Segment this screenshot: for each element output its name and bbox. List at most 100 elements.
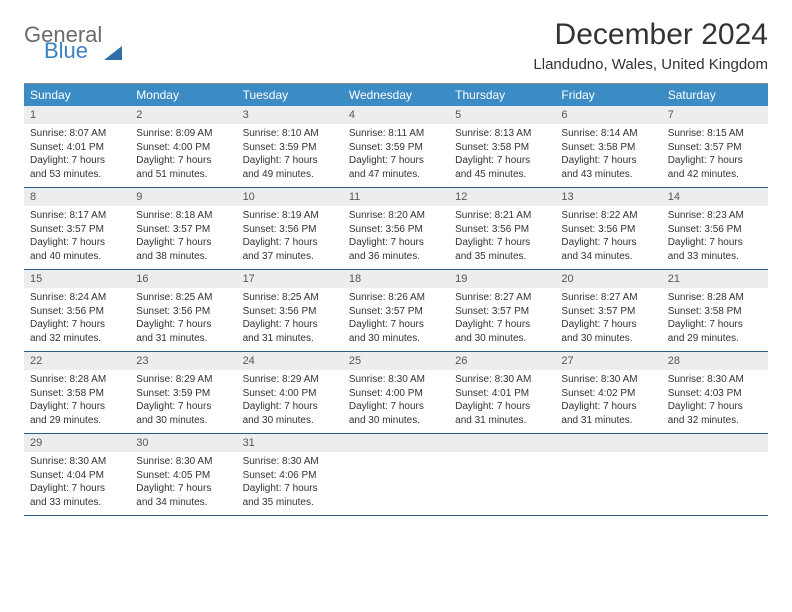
day-number: 18 xyxy=(343,270,449,288)
day-number: 12 xyxy=(449,188,555,206)
day-details: Sunrise: 8:27 AMSunset: 3:57 PMDaylight:… xyxy=(449,288,555,351)
day-details: Sunrise: 8:22 AMSunset: 3:56 PMDaylight:… xyxy=(555,206,661,269)
day-number: 27 xyxy=(555,352,661,370)
day-number: 25 xyxy=(343,352,449,370)
day-number: 8 xyxy=(24,188,130,206)
weekday-header-row: SundayMondayTuesdayWednesdayThursdayFrid… xyxy=(24,84,768,106)
day-number: 20 xyxy=(555,270,661,288)
day-cell: 26Sunrise: 8:30 AMSunset: 4:01 PMDayligh… xyxy=(449,352,555,433)
day-number: 24 xyxy=(237,352,343,370)
weekday-wednesday: Wednesday xyxy=(343,84,449,106)
day-details: Sunrise: 8:25 AMSunset: 3:56 PMDaylight:… xyxy=(130,288,236,351)
day-cell: 13Sunrise: 8:22 AMSunset: 3:56 PMDayligh… xyxy=(555,188,661,269)
weekday-sunday: Sunday xyxy=(24,84,130,106)
day-number: 3 xyxy=(237,106,343,124)
day-details: Sunrise: 8:19 AMSunset: 3:56 PMDaylight:… xyxy=(237,206,343,269)
logo: General Blue xyxy=(24,24,122,62)
day-cell: 2Sunrise: 8:09 AMSunset: 4:00 PMDaylight… xyxy=(130,106,236,187)
day-cell: 3Sunrise: 8:10 AMSunset: 3:59 PMDaylight… xyxy=(237,106,343,187)
logo-text-blue: Blue xyxy=(44,40,122,62)
day-details: Sunrise: 8:23 AMSunset: 3:56 PMDaylight:… xyxy=(662,206,768,269)
day-details: Sunrise: 8:25 AMSunset: 3:56 PMDaylight:… xyxy=(237,288,343,351)
day-cell: 7Sunrise: 8:15 AMSunset: 3:57 PMDaylight… xyxy=(662,106,768,187)
day-details: Sunrise: 8:30 AMSunset: 4:02 PMDaylight:… xyxy=(555,370,661,433)
day-number: 28 xyxy=(662,352,768,370)
day-number: 30 xyxy=(130,434,236,452)
day-details: Sunrise: 8:30 AMSunset: 4:03 PMDaylight:… xyxy=(662,370,768,433)
day-details: Sunrise: 8:26 AMSunset: 3:57 PMDaylight:… xyxy=(343,288,449,351)
day-number: 21 xyxy=(662,270,768,288)
day-cell: 19Sunrise: 8:27 AMSunset: 3:57 PMDayligh… xyxy=(449,270,555,351)
day-cell: 22Sunrise: 8:28 AMSunset: 3:58 PMDayligh… xyxy=(24,352,130,433)
day-cell: 17Sunrise: 8:25 AMSunset: 3:56 PMDayligh… xyxy=(237,270,343,351)
day-number: 2 xyxy=(130,106,236,124)
weekday-monday: Monday xyxy=(130,84,236,106)
day-details: Sunrise: 8:21 AMSunset: 3:56 PMDaylight:… xyxy=(449,206,555,269)
day-cell: 24Sunrise: 8:29 AMSunset: 4:00 PMDayligh… xyxy=(237,352,343,433)
day-details: Sunrise: 8:29 AMSunset: 4:00 PMDaylight:… xyxy=(237,370,343,433)
day-cell: 12Sunrise: 8:21 AMSunset: 3:56 PMDayligh… xyxy=(449,188,555,269)
day-number: 16 xyxy=(130,270,236,288)
day-details: Sunrise: 8:20 AMSunset: 3:56 PMDaylight:… xyxy=(343,206,449,269)
day-cell: 30Sunrise: 8:30 AMSunset: 4:05 PMDayligh… xyxy=(130,434,236,515)
header: General Blue December 2024 Llandudno, Wa… xyxy=(24,18,768,73)
day-number: 6 xyxy=(555,106,661,124)
day-details: Sunrise: 8:07 AMSunset: 4:01 PMDaylight:… xyxy=(24,124,130,187)
day-number: 26 xyxy=(449,352,555,370)
day-number: 10 xyxy=(237,188,343,206)
day-details: Sunrise: 8:18 AMSunset: 3:57 PMDaylight:… xyxy=(130,206,236,269)
day-number: 11 xyxy=(343,188,449,206)
day-number: 15 xyxy=(24,270,130,288)
day-cell: 5Sunrise: 8:13 AMSunset: 3:58 PMDaylight… xyxy=(449,106,555,187)
day-cell xyxy=(662,434,768,515)
day-details: Sunrise: 8:30 AMSunset: 4:00 PMDaylight:… xyxy=(343,370,449,433)
day-cell: 8Sunrise: 8:17 AMSunset: 3:57 PMDaylight… xyxy=(24,188,130,269)
day-cell: 4Sunrise: 8:11 AMSunset: 3:59 PMDaylight… xyxy=(343,106,449,187)
day-cell: 23Sunrise: 8:29 AMSunset: 3:59 PMDayligh… xyxy=(130,352,236,433)
day-cell xyxy=(449,434,555,515)
week-row: 1Sunrise: 8:07 AMSunset: 4:01 PMDaylight… xyxy=(24,106,768,188)
day-number: 9 xyxy=(130,188,236,206)
day-details: Sunrise: 8:09 AMSunset: 4:00 PMDaylight:… xyxy=(130,124,236,187)
day-cell: 10Sunrise: 8:19 AMSunset: 3:56 PMDayligh… xyxy=(237,188,343,269)
day-cell: 16Sunrise: 8:25 AMSunset: 3:56 PMDayligh… xyxy=(130,270,236,351)
day-cell: 28Sunrise: 8:30 AMSunset: 4:03 PMDayligh… xyxy=(662,352,768,433)
day-number: 23 xyxy=(130,352,236,370)
location-text: Llandudno, Wales, United Kingdom xyxy=(533,56,768,73)
day-details: Sunrise: 8:30 AMSunset: 4:04 PMDaylight:… xyxy=(24,452,130,515)
day-number: 7 xyxy=(662,106,768,124)
day-cell: 27Sunrise: 8:30 AMSunset: 4:02 PMDayligh… xyxy=(555,352,661,433)
day-cell: 29Sunrise: 8:30 AMSunset: 4:04 PMDayligh… xyxy=(24,434,130,515)
day-details: Sunrise: 8:11 AMSunset: 3:59 PMDaylight:… xyxy=(343,124,449,187)
day-cell: 25Sunrise: 8:30 AMSunset: 4:00 PMDayligh… xyxy=(343,352,449,433)
weekday-saturday: Saturday xyxy=(662,84,768,106)
day-cell xyxy=(343,434,449,515)
day-cell: 1Sunrise: 8:07 AMSunset: 4:01 PMDaylight… xyxy=(24,106,130,187)
day-number: 4 xyxy=(343,106,449,124)
day-cell xyxy=(555,434,661,515)
day-details: Sunrise: 8:17 AMSunset: 3:57 PMDaylight:… xyxy=(24,206,130,269)
day-details: Sunrise: 8:30 AMSunset: 4:06 PMDaylight:… xyxy=(237,452,343,515)
day-details: Sunrise: 8:28 AMSunset: 3:58 PMDaylight:… xyxy=(24,370,130,433)
day-cell: 21Sunrise: 8:28 AMSunset: 3:58 PMDayligh… xyxy=(662,270,768,351)
day-details: Sunrise: 8:15 AMSunset: 3:57 PMDaylight:… xyxy=(662,124,768,187)
week-row: 15Sunrise: 8:24 AMSunset: 3:56 PMDayligh… xyxy=(24,270,768,352)
day-number: 22 xyxy=(24,352,130,370)
weekday-friday: Friday xyxy=(555,84,661,106)
day-cell: 11Sunrise: 8:20 AMSunset: 3:56 PMDayligh… xyxy=(343,188,449,269)
week-row: 22Sunrise: 8:28 AMSunset: 3:58 PMDayligh… xyxy=(24,352,768,434)
weekday-thursday: Thursday xyxy=(449,84,555,106)
day-number: 13 xyxy=(555,188,661,206)
day-cell: 14Sunrise: 8:23 AMSunset: 3:56 PMDayligh… xyxy=(662,188,768,269)
weekday-tuesday: Tuesday xyxy=(237,84,343,106)
day-details: Sunrise: 8:13 AMSunset: 3:58 PMDaylight:… xyxy=(449,124,555,187)
day-number: 17 xyxy=(237,270,343,288)
week-row: 29Sunrise: 8:30 AMSunset: 4:04 PMDayligh… xyxy=(24,434,768,516)
week-row: 8Sunrise: 8:17 AMSunset: 3:57 PMDaylight… xyxy=(24,188,768,270)
day-details: Sunrise: 8:14 AMSunset: 3:58 PMDaylight:… xyxy=(555,124,661,187)
day-details: Sunrise: 8:30 AMSunset: 4:01 PMDaylight:… xyxy=(449,370,555,433)
day-cell: 31Sunrise: 8:30 AMSunset: 4:06 PMDayligh… xyxy=(237,434,343,515)
day-number: 31 xyxy=(237,434,343,452)
day-number: 19 xyxy=(449,270,555,288)
day-details: Sunrise: 8:28 AMSunset: 3:58 PMDaylight:… xyxy=(662,288,768,351)
